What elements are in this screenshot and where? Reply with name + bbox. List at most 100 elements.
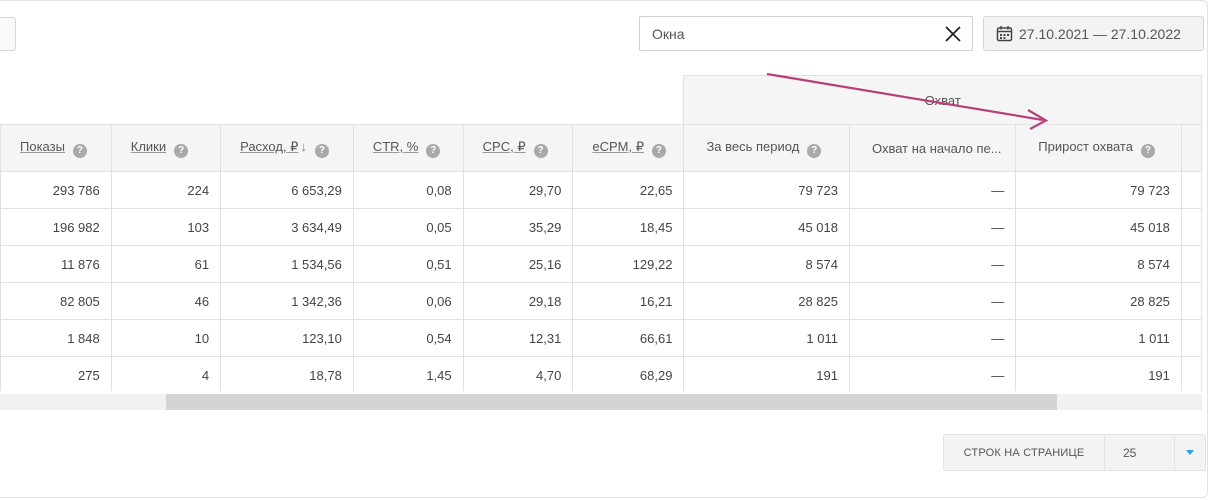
table-cell-filler	[1180, 356, 1202, 391]
column-header[interactable]: Показы?	[0, 124, 112, 172]
table-cell: 191	[1015, 356, 1182, 391]
table-row: 275 4 18,78 1,45 4,70 68,29 191—191	[0, 356, 1202, 391]
table-row: 293 786 224 6 653,29 0,08 29,70 22,65 79 723—7…	[0, 171, 1202, 209]
table-cell: 196 982	[0, 208, 112, 246]
help-icon[interactable]: ?	[1140, 143, 1155, 158]
table-cell: 22,65	[572, 171, 685, 209]
search-input[interactable]	[652, 26, 932, 42]
table-cell: 0,51	[352, 245, 464, 283]
column-header[interactable]: Клики?	[110, 124, 222, 172]
table-cell: —	[848, 319, 1017, 357]
date-range-picker[interactable]: 27.10.2021 — 27.10.2022	[983, 16, 1204, 51]
table-cell: 35,29	[462, 208, 574, 246]
table-cell: —	[848, 245, 1017, 283]
rows-per-page: СТРОК НА СТРАНИЦЕ 25	[943, 434, 1206, 471]
table-cell: —	[848, 208, 1017, 246]
column-header-filler	[1180, 124, 1202, 172]
table-cell: 8 574	[683, 245, 850, 283]
table-cell: 1 011	[683, 319, 850, 357]
table-row: 1 848 10 123,10 0,54 12,31 66,61 1 011—1 011	[0, 319, 1202, 357]
scrollbar-thumb[interactable]	[166, 394, 1057, 410]
table-cell: 4,70	[462, 356, 574, 391]
table-cell: 275	[0, 356, 112, 391]
reach-group-header: Охват	[683, 75, 1202, 125]
horizontal-scrollbar[interactable]	[0, 394, 1202, 410]
table-cell: 0,08	[352, 171, 464, 209]
calendar-icon	[996, 26, 1013, 42]
column-header-label[interactable]: CTR, %	[372, 138, 419, 154]
table-cell: —	[848, 171, 1017, 209]
header-group-spacer	[0, 75, 684, 125]
column-header-label: За весь период	[706, 138, 800, 154]
table-row: 196 982 103 3 634,49 0,05 35,29 18,45 45 018—4…	[0, 208, 1202, 246]
table-cell: —	[848, 356, 1017, 391]
help-icon[interactable]: ?	[651, 143, 666, 158]
table-cell: 79 723	[683, 171, 850, 209]
table-cell: 129,22	[572, 245, 685, 283]
table-cell: 82 805	[0, 282, 112, 320]
table-cell: 18,45	[572, 208, 685, 246]
table-cell: 191	[683, 356, 850, 391]
table-cell-filler	[1180, 171, 1202, 209]
table-cell: 79 723	[1015, 171, 1182, 209]
column-header-label[interactable]: Расход, ₽	[240, 138, 299, 154]
table-cell: 1 342,36	[220, 282, 354, 320]
table-cell: 10	[110, 319, 222, 357]
table-cell: —	[848, 282, 1017, 320]
column-header[interactable]: CTR, %?	[352, 124, 464, 172]
table-cell: 28 825	[1015, 282, 1182, 320]
table-cell: 18,78	[220, 356, 354, 391]
table-cell: 1,45	[352, 356, 464, 391]
table-cell: 8 574	[1015, 245, 1182, 283]
table-cell: 0,05	[352, 208, 464, 246]
table-cell: 68,29	[572, 356, 685, 391]
table-cell: 16,21	[572, 282, 685, 320]
column-header-label: Прирост охвата	[1038, 138, 1133, 154]
table-cell: 103	[110, 208, 222, 246]
column-header[interactable]: eCPM, ₽?	[572, 124, 685, 172]
help-icon[interactable]: ?	[174, 143, 189, 158]
stats-table-container: Охват Показы? Клики? Расход, ₽ ↓? CTR, %? CPC…	[0, 75, 1202, 391]
table-cell: 293 786	[0, 171, 112, 209]
column-header-label[interactable]: Клики	[130, 138, 167, 154]
table-cell-filler	[1180, 319, 1202, 357]
rows-per-page-toggle[interactable]	[1175, 435, 1205, 470]
column-header: Охват на начало пе...	[848, 124, 1017, 172]
column-header: Прирост охвата?	[1015, 124, 1182, 172]
date-range-label: 27.10.2021 — 27.10.2022	[1019, 25, 1181, 42]
help-icon[interactable]: ?	[72, 143, 87, 158]
table-cell: 4	[110, 356, 222, 391]
column-header-label[interactable]: eCPM, ₽	[592, 138, 644, 154]
table-row: 11 876 61 1 534,56 0,51 25,16 129,22 8 574—8 5…	[0, 245, 1202, 283]
table-cell: 29,70	[462, 171, 574, 209]
column-header-label: Охват на начало пе...	[871, 140, 1002, 156]
header-group-row: Охват	[0, 75, 1202, 125]
column-header[interactable]: CPC, ₽?	[462, 124, 574, 172]
close-icon[interactable]	[943, 24, 963, 44]
column-header-label[interactable]: CPC, ₽	[482, 138, 526, 154]
table-cell: 45 018	[1015, 208, 1182, 246]
table-cell: 123,10	[220, 319, 354, 357]
column-header-label[interactable]: Показы	[20, 138, 65, 154]
column-header[interactable]: Расход, ₽ ↓?	[220, 124, 354, 172]
table-cell: 1 011	[1015, 319, 1182, 357]
table-cell-filler	[1180, 208, 1202, 246]
search-box[interactable]	[639, 16, 973, 51]
table-cell: 28 825	[683, 282, 850, 320]
rows-per-page-label: СТРОК НА СТРАНИЦЕ	[944, 435, 1105, 470]
table-cell: 1 848	[0, 319, 112, 357]
left-button-edge[interactable]	[0, 17, 16, 51]
help-icon[interactable]: ?	[426, 143, 441, 158]
table-cell: 45 018	[683, 208, 850, 246]
table-cell: 224	[110, 171, 222, 209]
column-header: За весь период?	[683, 124, 850, 172]
table-cell: 29,18	[462, 282, 574, 320]
table-body: 293 786 224 6 653,29 0,08 29,70 22,65 79 723—7…	[0, 171, 1202, 391]
rows-per-page-select[interactable]: 25	[1105, 435, 1175, 470]
help-icon[interactable]: ?	[807, 143, 822, 158]
table-cell-filler	[1180, 282, 1202, 320]
table-cell: 3 634,49	[220, 208, 354, 246]
help-icon[interactable]: ?	[533, 143, 548, 158]
sort-desc-icon[interactable]: ↓	[300, 138, 307, 154]
help-icon[interactable]: ?	[314, 143, 329, 158]
